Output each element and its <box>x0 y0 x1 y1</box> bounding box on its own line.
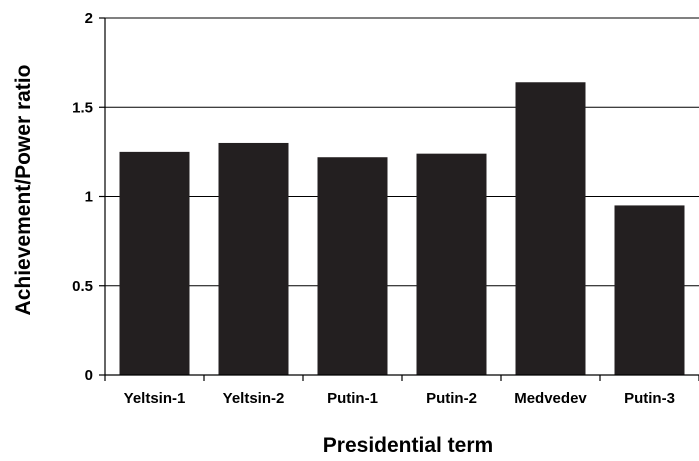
gridlines <box>105 17 699 287</box>
bars <box>119 82 685 375</box>
y-axis-title: Achievement/Power ratio <box>12 65 35 316</box>
y-tick-label: 1 <box>85 189 93 206</box>
bar-putin-2 <box>416 153 487 375</box>
x-tick-label: Putin-3 <box>624 390 675 407</box>
x-tick-labels: Yeltsin-1 Yeltsin-2 Putin-1 Putin-2 Medvedev… <box>124 390 675 407</box>
y-tick-label: 0 <box>85 367 93 384</box>
x-tick-label: Putin-1 <box>327 390 378 407</box>
y-tick-labels: 0 0.5 1 1.5 2 <box>72 10 93 384</box>
x-tick-label: Medvedev <box>514 390 587 407</box>
x-axis-title: Presidential term <box>323 434 493 457</box>
bar-putin-1 <box>317 157 388 375</box>
bar-yeltsin-1 <box>119 151 190 375</box>
axes <box>99 17 699 381</box>
x-tick-label: Putin-2 <box>426 390 477 407</box>
bar-yeltsin-2 <box>218 142 289 375</box>
y-tick-label: 1.5 <box>72 99 93 116</box>
y-tick-label: 0.5 <box>72 278 93 295</box>
y-tick-label: 2 <box>85 10 93 27</box>
bar-putin-3 <box>614 205 685 375</box>
x-tick-label: Yeltsin-2 <box>223 390 285 407</box>
bar-medvedev <box>515 82 586 375</box>
x-tick-label: Yeltsin-1 <box>124 390 186 407</box>
